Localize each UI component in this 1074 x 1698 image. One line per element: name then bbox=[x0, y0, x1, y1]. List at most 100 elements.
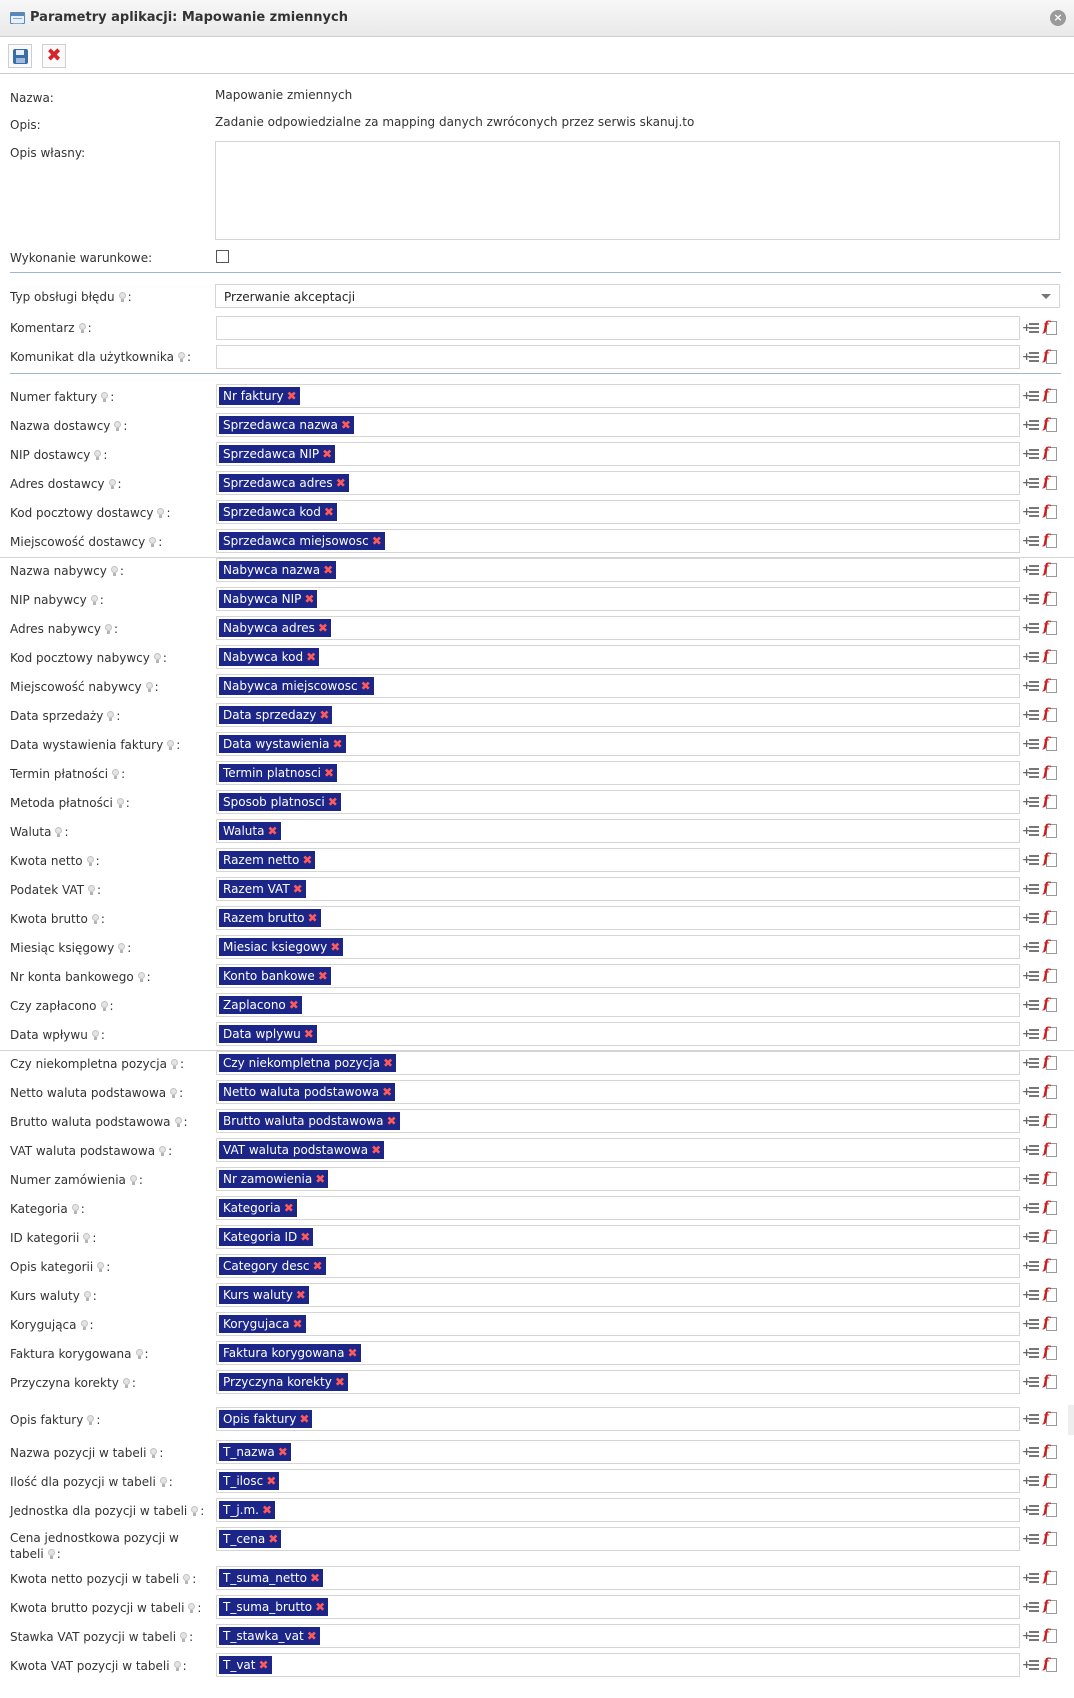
mapping-field[interactable]: Data wystawienia ✖ bbox=[216, 732, 1020, 756]
remove-chip-icon[interactable]: ✖ bbox=[386, 1114, 397, 1128]
own-description-textarea[interactable] bbox=[215, 141, 1060, 240]
mapping-field[interactable]: Data sprzedazy ✖ bbox=[216, 703, 1020, 727]
add-variable-icon[interactable]: + bbox=[1022, 1026, 1040, 1042]
mapping-field[interactable]: Zaplacono ✖ bbox=[216, 993, 1020, 1017]
formula-icon[interactable]: f bbox=[1043, 1170, 1059, 1187]
formula-icon[interactable]: f bbox=[1043, 1656, 1059, 1673]
remove-chip-icon[interactable]: ✖ bbox=[312, 1259, 323, 1273]
formula-icon[interactable]: f bbox=[1043, 996, 1059, 1013]
comment-input[interactable] bbox=[216, 316, 1020, 340]
mapping-field[interactable]: Faktura korygowana ✖ bbox=[216, 1341, 1020, 1365]
add-variable-icon[interactable]: + bbox=[1022, 649, 1040, 665]
formula-icon[interactable]: f bbox=[1043, 938, 1059, 955]
add-variable-icon[interactable]: + bbox=[1022, 349, 1040, 365]
mapping-field[interactable]: Sprzedawca nazwa ✖ bbox=[216, 413, 1020, 437]
add-variable-icon[interactable]: + bbox=[1022, 1142, 1040, 1158]
remove-chip-icon[interactable]: ✖ bbox=[327, 795, 338, 809]
mapping-field[interactable]: Nabywca miejscowosc ✖ bbox=[216, 674, 1020, 698]
formula-icon[interactable]: f bbox=[1043, 648, 1059, 665]
add-variable-icon[interactable]: + bbox=[1022, 1657, 1040, 1673]
conditional-execution-checkbox[interactable] bbox=[216, 250, 229, 263]
mapping-field[interactable]: T_suma_brutto ✖ bbox=[216, 1595, 1020, 1619]
formula-icon[interactable]: f bbox=[1043, 1199, 1059, 1216]
add-variable-icon[interactable]: + bbox=[1022, 765, 1040, 781]
formula-icon[interactable]: f bbox=[1043, 1228, 1059, 1245]
add-variable-icon[interactable]: + bbox=[1022, 1287, 1040, 1303]
add-variable-icon[interactable]: + bbox=[1022, 881, 1040, 897]
remove-chip-icon[interactable]: ✖ bbox=[382, 1056, 393, 1070]
remove-chip-icon[interactable]: ✖ bbox=[317, 969, 328, 983]
remove-chip-icon[interactable]: ✖ bbox=[371, 1143, 382, 1157]
mapping-field[interactable]: T_j.m. ✖ bbox=[216, 1498, 1020, 1522]
formula-icon[interactable]: f bbox=[1043, 474, 1059, 491]
remove-chip-icon[interactable]: ✖ bbox=[286, 389, 297, 403]
add-variable-icon[interactable]: + bbox=[1022, 533, 1040, 549]
formula-icon[interactable]: f bbox=[1043, 967, 1059, 984]
mapping-field[interactable]: Razem brutto ✖ bbox=[216, 906, 1020, 930]
formula-icon[interactable]: f bbox=[1043, 764, 1059, 781]
formula-icon[interactable]: f bbox=[1043, 1410, 1059, 1427]
formula-icon[interactable]: f bbox=[1043, 909, 1059, 926]
add-variable-icon[interactable]: + bbox=[1022, 562, 1040, 578]
mapping-field[interactable]: T_stawka_vat ✖ bbox=[216, 1624, 1020, 1648]
remove-chip-icon[interactable]: ✖ bbox=[371, 534, 382, 548]
add-variable-icon[interactable]: + bbox=[1022, 475, 1040, 491]
add-variable-icon[interactable]: + bbox=[1022, 968, 1040, 984]
add-variable-icon[interactable]: + bbox=[1022, 1084, 1040, 1100]
add-variable-icon[interactable]: + bbox=[1022, 910, 1040, 926]
remove-chip-icon[interactable]: ✖ bbox=[307, 911, 318, 925]
mapping-field[interactable]: Kategoria ID ✖ bbox=[216, 1225, 1020, 1249]
mapping-field[interactable]: Czy niekompletna pozycja ✖ bbox=[216, 1051, 1020, 1075]
add-variable-icon[interactable]: + bbox=[1022, 997, 1040, 1013]
formula-icon[interactable]: f bbox=[1043, 1530, 1059, 1547]
mapping-field[interactable]: Brutto waluta podstawowa ✖ bbox=[216, 1109, 1020, 1133]
add-variable-icon[interactable]: + bbox=[1022, 417, 1040, 433]
formula-icon[interactable]: f bbox=[1043, 1025, 1059, 1042]
mapping-field[interactable]: Data wplywu ✖ bbox=[216, 1022, 1020, 1046]
formula-icon[interactable]: f bbox=[1043, 561, 1059, 578]
add-variable-icon[interactable]: + bbox=[1022, 823, 1040, 839]
mapping-field[interactable]: Razem netto ✖ bbox=[216, 848, 1020, 872]
mapping-field[interactable]: Opis faktury ✖ bbox=[216, 1407, 1020, 1431]
formula-icon[interactable]: f bbox=[1043, 532, 1059, 549]
add-variable-icon[interactable]: + bbox=[1022, 852, 1040, 868]
remove-chip-icon[interactable]: ✖ bbox=[300, 1230, 311, 1244]
formula-icon[interactable]: f bbox=[1043, 1083, 1059, 1100]
mapping-field[interactable]: Sprzedawca adres ✖ bbox=[216, 471, 1020, 495]
mapping-field[interactable]: Sprzedawca kod ✖ bbox=[216, 500, 1020, 524]
formula-icon[interactable]: f bbox=[1043, 1344, 1059, 1361]
scrollbar[interactable] bbox=[1068, 1405, 1074, 1435]
remove-chip-icon[interactable]: ✖ bbox=[288, 998, 299, 1012]
remove-chip-icon[interactable]: ✖ bbox=[335, 476, 346, 490]
remove-chip-icon[interactable]: ✖ bbox=[292, 882, 303, 896]
formula-icon[interactable]: f bbox=[1043, 1501, 1059, 1518]
mapping-field[interactable]: Nabywca nazwa ✖ bbox=[216, 558, 1020, 582]
add-variable-icon[interactable]: + bbox=[1022, 1599, 1040, 1615]
formula-icon[interactable]: f bbox=[1043, 706, 1059, 723]
mapping-field[interactable]: Termin platnosci ✖ bbox=[216, 761, 1020, 785]
error-type-select[interactable]: Przerwanie akceptacji bbox=[215, 284, 1060, 308]
formula-icon[interactable]: f bbox=[1043, 880, 1059, 897]
add-variable-icon[interactable]: + bbox=[1022, 504, 1040, 520]
remove-chip-icon[interactable]: ✖ bbox=[299, 1412, 310, 1426]
add-variable-icon[interactable]: + bbox=[1022, 1113, 1040, 1129]
formula-icon[interactable]: f bbox=[1043, 619, 1059, 636]
remove-chip-icon[interactable]: ✖ bbox=[304, 592, 315, 606]
remove-chip-icon[interactable]: ✖ bbox=[267, 824, 278, 838]
mapping-field[interactable]: Netto waluta podstawowa ✖ bbox=[216, 1080, 1020, 1104]
add-variable-icon[interactable]: + bbox=[1022, 678, 1040, 694]
mapping-field[interactable]: Nabywca adres ✖ bbox=[216, 616, 1020, 640]
remove-chip-icon[interactable]: ✖ bbox=[266, 1474, 277, 1488]
formula-icon[interactable]: f bbox=[1043, 445, 1059, 462]
mapping-field[interactable]: Sprzedawca miejsowosc ✖ bbox=[216, 529, 1020, 553]
formula-icon[interactable]: f bbox=[1043, 851, 1059, 868]
add-variable-icon[interactable]: + bbox=[1022, 1473, 1040, 1489]
remove-chip-icon[interactable]: ✖ bbox=[322, 447, 333, 461]
add-variable-icon[interactable]: + bbox=[1022, 1171, 1040, 1187]
mapping-field[interactable]: Nabywca NIP ✖ bbox=[216, 587, 1020, 611]
formula-icon[interactable]: f bbox=[1043, 677, 1059, 694]
add-variable-icon[interactable]: + bbox=[1022, 1531, 1040, 1547]
formula-icon[interactable]: f bbox=[1043, 735, 1059, 752]
add-variable-icon[interactable]: + bbox=[1022, 794, 1040, 810]
remove-chip-icon[interactable]: ✖ bbox=[268, 1532, 279, 1546]
